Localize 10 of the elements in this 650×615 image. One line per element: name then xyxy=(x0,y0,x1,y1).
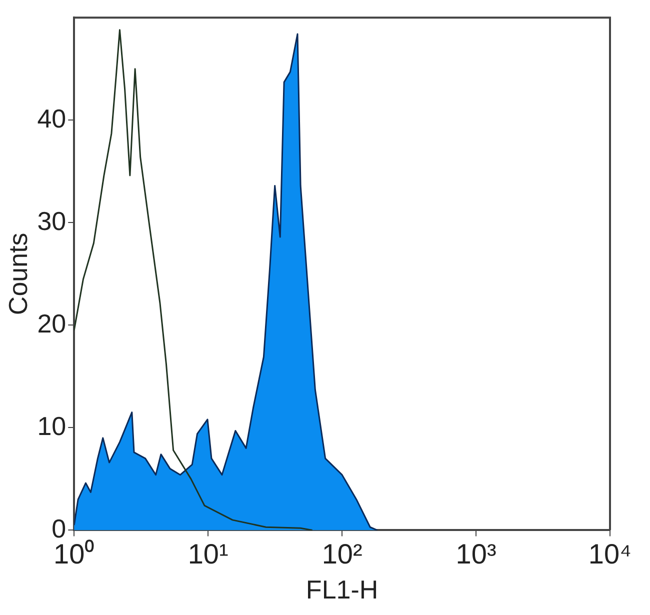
y-tick-label: 20 xyxy=(37,308,66,338)
x-tick-label: 10³ xyxy=(456,538,496,570)
x-tick-label: 10² xyxy=(322,538,362,570)
y-tick-label: 30 xyxy=(37,206,66,236)
y-axis-title: Counts xyxy=(2,232,33,316)
x-tick-label: 10¹ xyxy=(188,538,228,570)
x-axis-title: FL1-H xyxy=(306,574,378,605)
x-tick-label: 10⁴ xyxy=(588,538,632,570)
y-tick-label: 40 xyxy=(37,103,66,134)
y-tick-label: 10 xyxy=(37,410,66,441)
